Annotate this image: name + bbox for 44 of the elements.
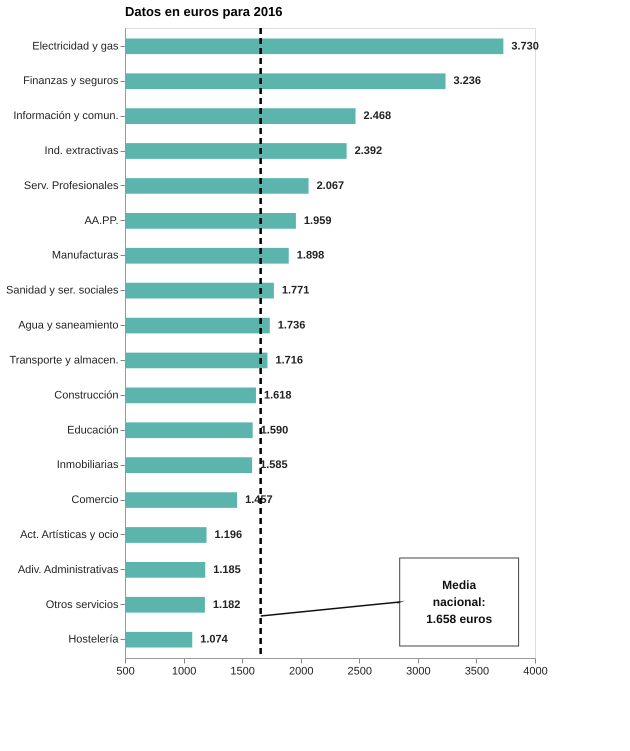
y-tick-label: Act. Artísticas y ocio: [20, 528, 118, 541]
y-tick-label: AA.PP.: [84, 214, 118, 227]
x-tick-label: 3500: [464, 666, 490, 678]
y-tick-label: Transporte y almacen.: [9, 354, 118, 366]
data-label: 2.468: [364, 110, 392, 122]
data-label: 1.736: [278, 320, 306, 332]
y-tick-label: Sanidad y ser. sociales: [6, 284, 119, 297]
y-tick-label: Comercio: [71, 494, 118, 506]
x-tick-label: 2500: [348, 666, 372, 678]
data-label: 1.074: [200, 634, 229, 646]
data-label: 1.196: [214, 528, 242, 541]
y-tick-label: Serv. Profesionales: [24, 180, 119, 192]
y-tick-label: Manufacturas: [52, 250, 119, 262]
y-tick-label: Hostelería: [68, 634, 120, 646]
y-tick-label: Educación: [67, 424, 118, 436]
data-label: 1.771: [282, 284, 310, 297]
y-tick-label: Otros servicios: [46, 598, 119, 611]
data-label: 1.585: [260, 459, 288, 472]
data-label: 2.067: [316, 180, 344, 192]
data-label: 2.392: [354, 145, 382, 158]
y-tick-label: Construcción: [54, 389, 118, 402]
y-tick-label: Inmobiliarias: [56, 459, 119, 472]
data-label: 1.959: [304, 214, 332, 227]
data-label: 1.185: [213, 564, 241, 576]
x-tick-label: 500: [116, 666, 135, 678]
data-label: 1.898: [296, 250, 324, 262]
data-label: 1.716: [275, 354, 303, 366]
data-label: 3.236: [454, 75, 482, 88]
x-tick-label: 4000: [523, 666, 548, 678]
chart-title: Datos en euros para 2016: [125, 4, 283, 19]
y-tick-label: Electricidad y gas: [32, 40, 119, 52]
y-tick-label: Adiv. Administrativas: [18, 564, 119, 576]
y-tick-label: Información y comun.: [13, 110, 118, 122]
x-tick-label: 1500: [230, 666, 255, 678]
x-tick-label: 2000: [288, 666, 314, 678]
ref-line-label: Media nacional: 1.658 euros: [426, 578, 492, 626]
y-tick-label: Ind. extractivas: [44, 145, 119, 158]
data-label: 1.618: [264, 389, 292, 402]
x-tick-label: 3000: [406, 666, 431, 678]
x-tick-label: 1000: [172, 666, 196, 678]
data-label: 1.182: [212, 598, 240, 611]
data-label: 3.730: [511, 40, 539, 52]
y-tick-label: Finanzas y seguros: [23, 75, 119, 88]
y-tick-label: Agua y saneamiento: [18, 320, 118, 332]
